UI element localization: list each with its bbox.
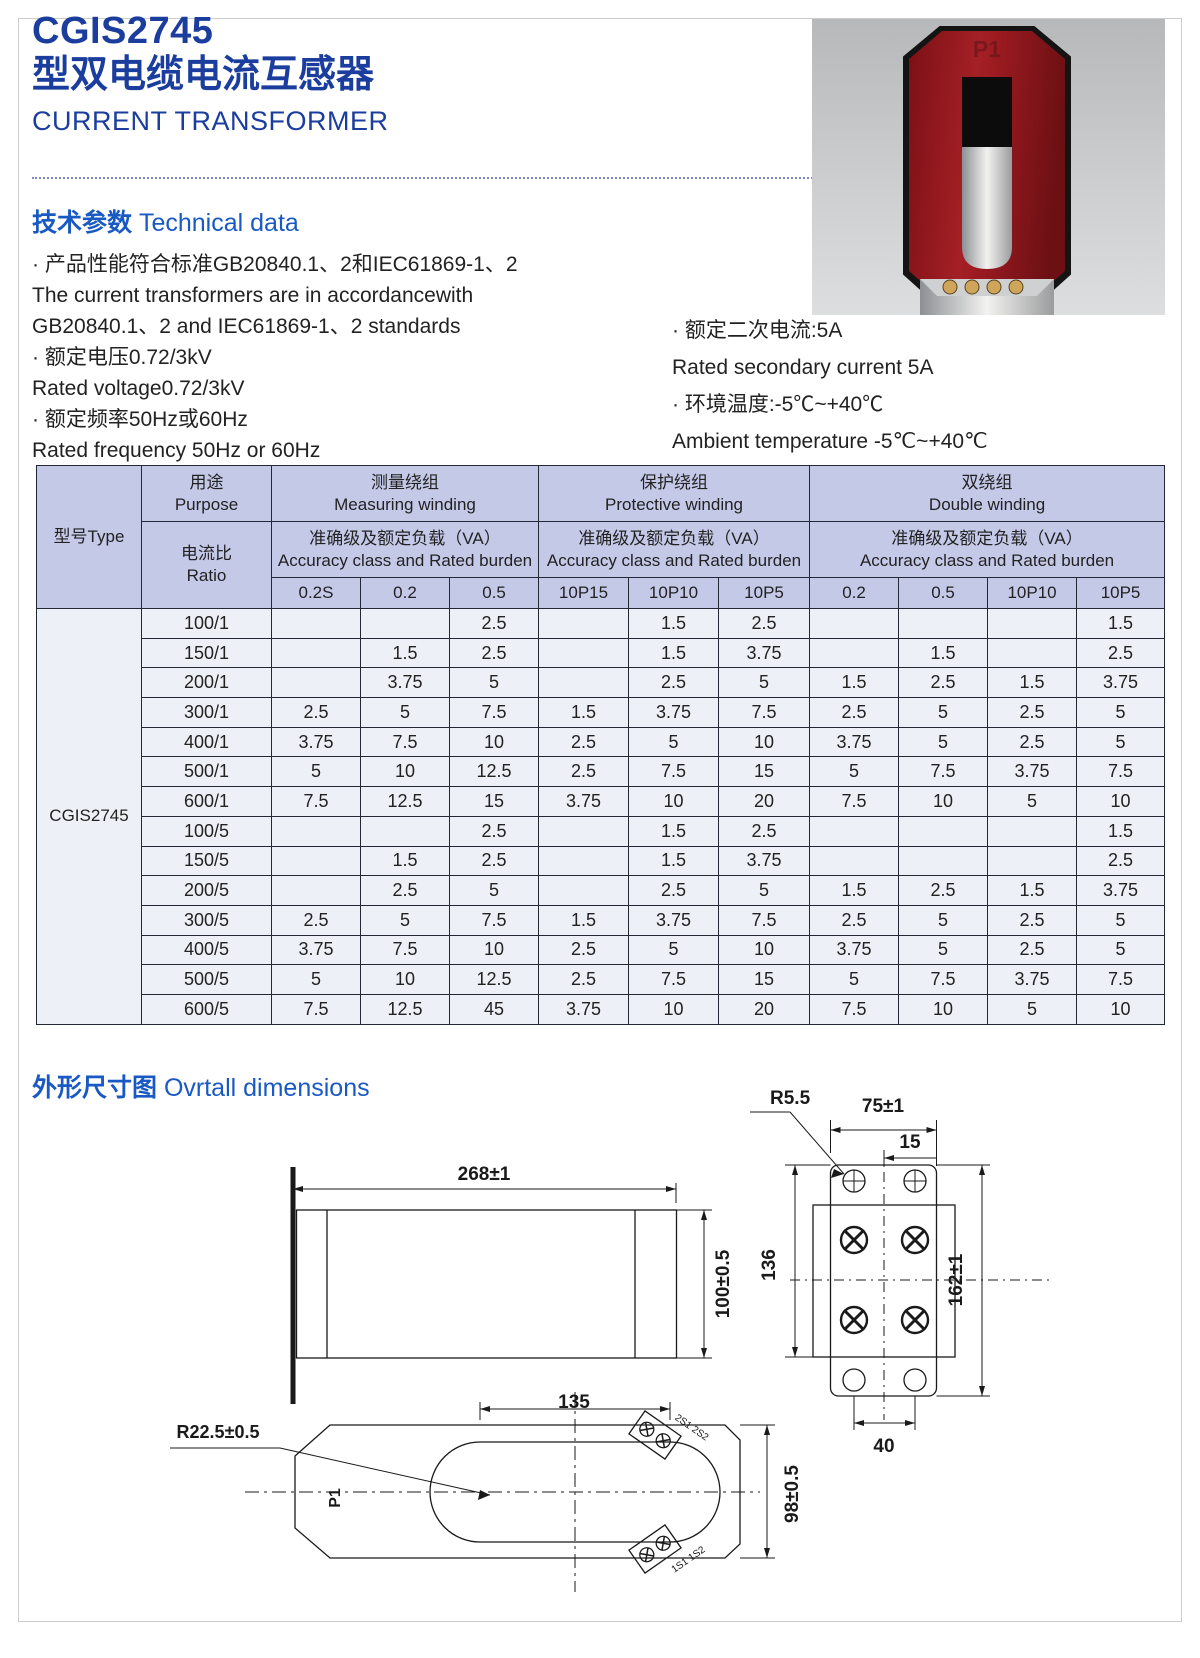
svg-text:R22.5±0.5: R22.5±0.5 [177, 1422, 260, 1442]
svg-text:268±1: 268±1 [458, 1164, 511, 1185]
svg-text:162±1: 162±1 [946, 1253, 967, 1306]
svg-text:40: 40 [873, 1436, 894, 1457]
svg-text:135: 135 [558, 1392, 590, 1413]
svg-text:R5.5: R5.5 [770, 1090, 811, 1109]
svg-text:100±0.5: 100±0.5 [713, 1249, 734, 1318]
svg-text:75±1: 75±1 [862, 1096, 905, 1117]
svg-text:1S1 1S2: 1S1 1S2 [670, 1544, 708, 1575]
svg-text:P1: P1 [327, 1488, 344, 1508]
svg-text:136: 136 [759, 1249, 780, 1281]
svg-text:P1: P1 [973, 36, 1001, 62]
svg-text:15: 15 [899, 1132, 921, 1153]
svg-text:98±0.5: 98±0.5 [782, 1465, 803, 1523]
